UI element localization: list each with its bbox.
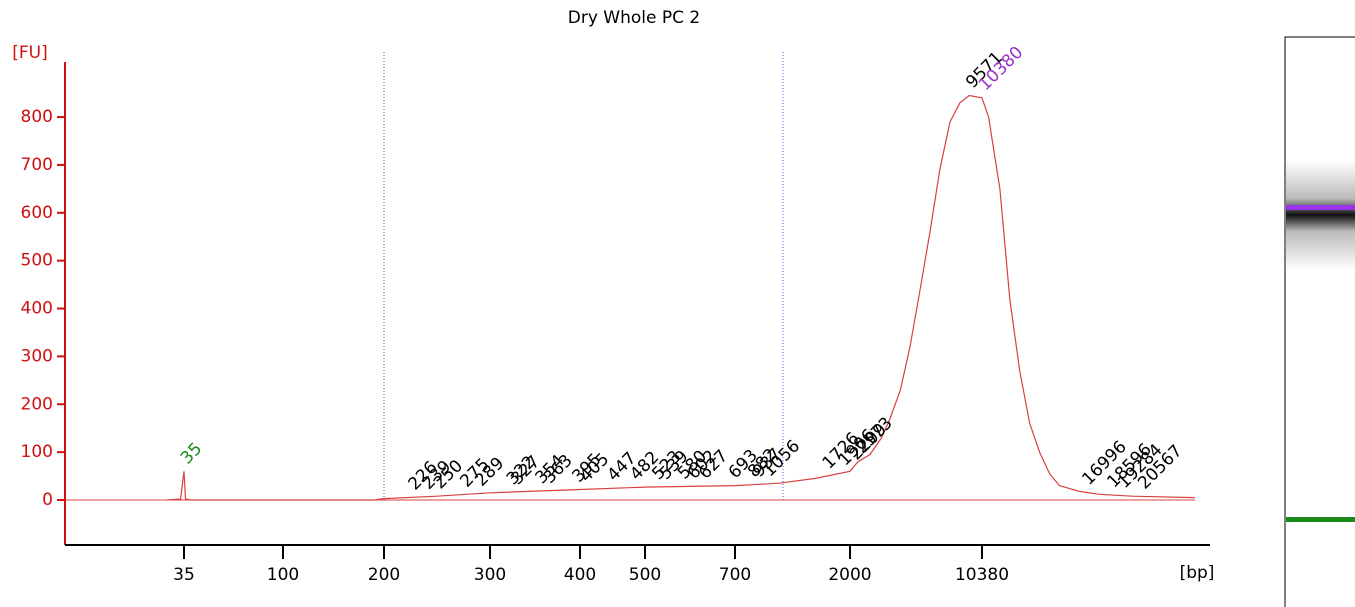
y-tick-label: 0 bbox=[42, 490, 53, 510]
trace bbox=[166, 94, 1196, 501]
x-tick-label: 400 bbox=[564, 565, 596, 585]
y-tick-label: 700 bbox=[21, 155, 53, 175]
gel-frame bbox=[1284, 36, 1355, 607]
peak-label: 35 bbox=[177, 439, 206, 468]
gel-lane bbox=[1284, 36, 1355, 607]
y-tick-label: 800 bbox=[21, 107, 53, 127]
x-tick-label: 35 bbox=[173, 565, 195, 585]
y-tick-label: 100 bbox=[21, 442, 53, 462]
y-tick-label: 400 bbox=[21, 299, 53, 319]
gel-marker-upper bbox=[1286, 205, 1355, 210]
x-tick-label: 500 bbox=[629, 565, 661, 585]
y-tick-label: 600 bbox=[21, 203, 53, 223]
chart-title: Dry Whole PC 2 bbox=[568, 8, 700, 28]
gel-band bbox=[1286, 160, 1355, 270]
x-tick-label: 300 bbox=[474, 565, 506, 585]
gel-marker-lower bbox=[1286, 517, 1355, 522]
x-tick-label: 100 bbox=[267, 565, 299, 585]
x-tick-label: 700 bbox=[719, 565, 751, 585]
x-tick-label: 200 bbox=[368, 565, 400, 585]
y-tick-label: 500 bbox=[21, 251, 53, 271]
x-axis-label: [bp] bbox=[1180, 563, 1215, 583]
x-tick-label: 2000 bbox=[828, 565, 871, 585]
y-tick-label: 200 bbox=[21, 394, 53, 414]
y-axis-label: [FU] bbox=[12, 43, 48, 63]
y-tick-label: 300 bbox=[21, 346, 53, 366]
x-tick-label: 10380 bbox=[955, 565, 1009, 585]
